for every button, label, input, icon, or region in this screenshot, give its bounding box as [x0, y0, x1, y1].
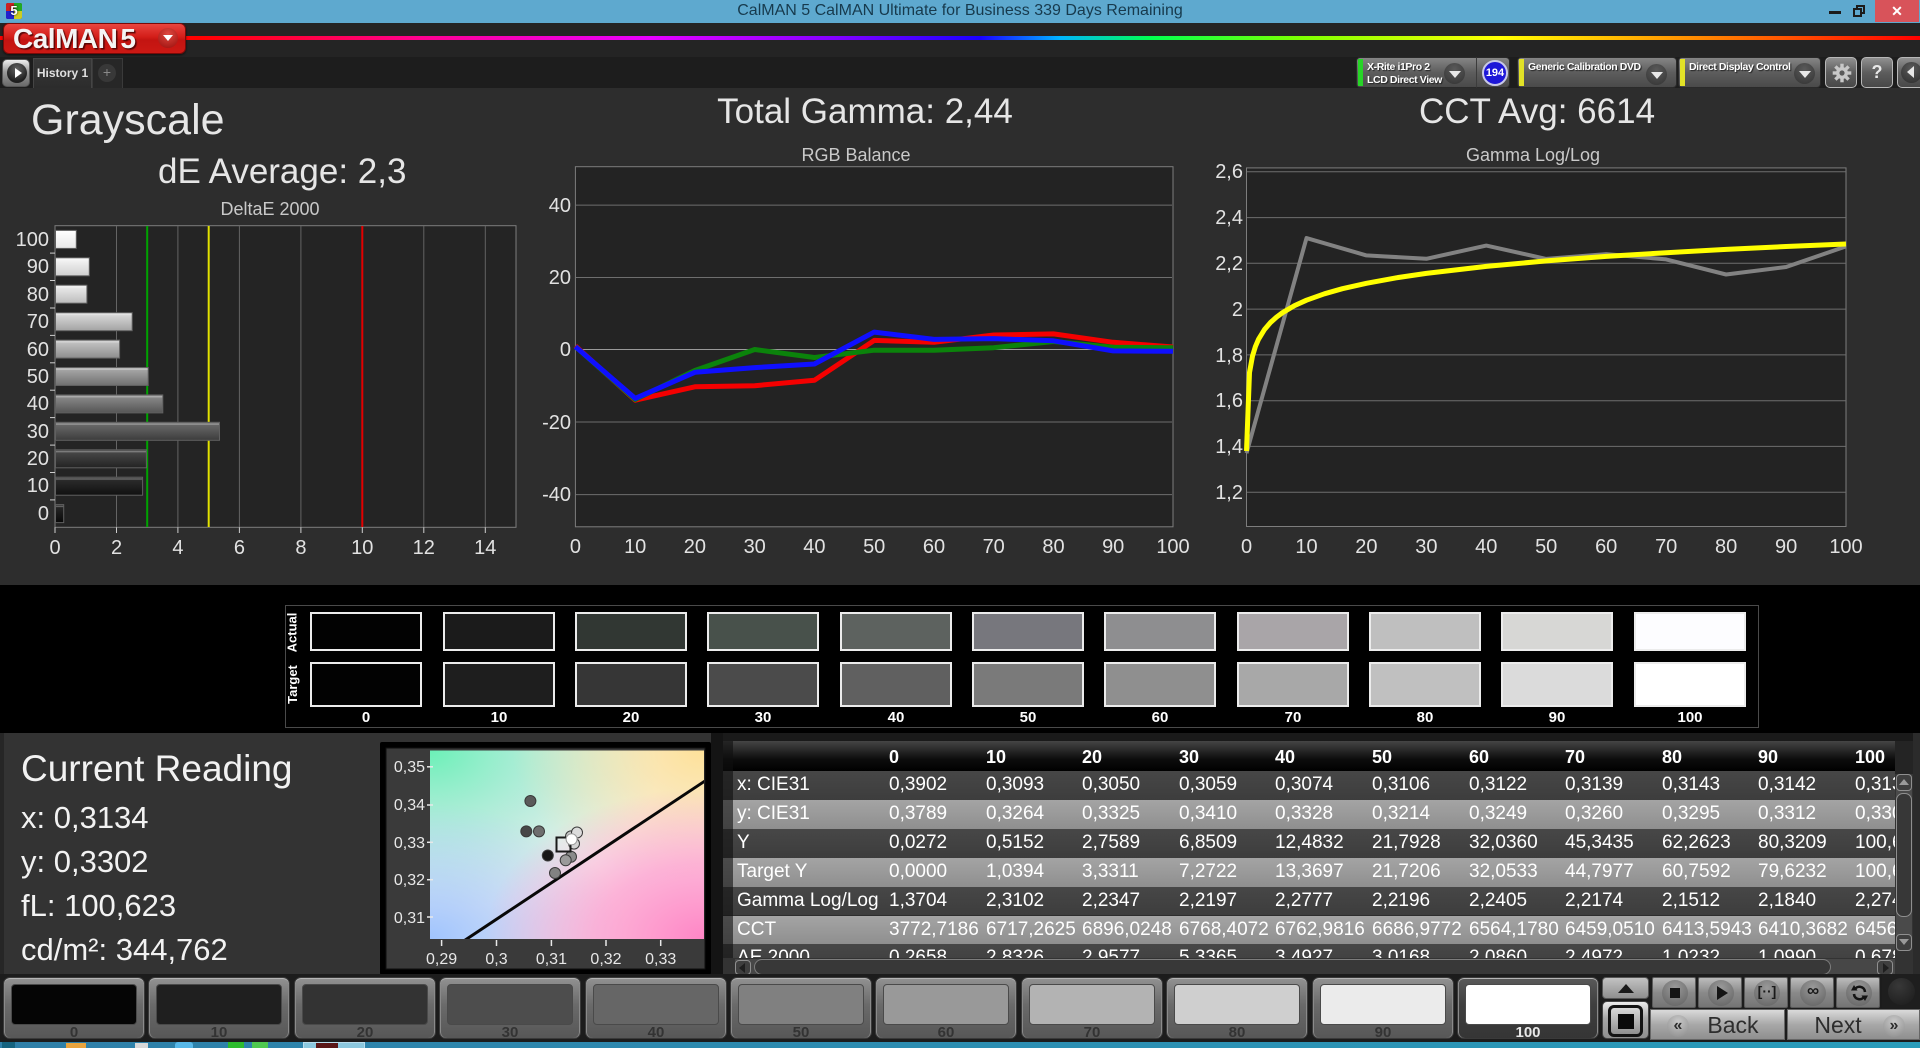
- svg-text:0,31: 0,31: [536, 951, 567, 968]
- svg-text:1,6: 1,6: [1215, 390, 1243, 412]
- svg-text:40: 40: [1475, 536, 1497, 558]
- svg-text:70: 70: [27, 311, 49, 333]
- svg-text:90: 90: [1102, 536, 1124, 558]
- svg-text:50: 50: [863, 536, 885, 558]
- svg-text:0,34: 0,34: [394, 797, 425, 814]
- svg-text:6: 6: [234, 537, 245, 559]
- svg-text:-20: -20: [542, 412, 571, 434]
- svg-text:0,35: 0,35: [394, 759, 425, 776]
- svg-text:12: 12: [413, 537, 435, 559]
- svg-text:100: 100: [16, 229, 49, 251]
- svg-text:0: 0: [38, 503, 49, 525]
- svg-text:2,6: 2,6: [1215, 161, 1243, 183]
- svg-text:90: 90: [27, 256, 49, 278]
- svg-text:50: 50: [1535, 536, 1557, 558]
- svg-text:30: 30: [27, 421, 49, 443]
- svg-text:20: 20: [549, 267, 571, 289]
- svg-text:100: 100: [1156, 536, 1189, 558]
- svg-text:10: 10: [351, 537, 373, 559]
- svg-text:40: 40: [27, 393, 49, 415]
- svg-text:60: 60: [27, 339, 49, 361]
- svg-text:1,4: 1,4: [1215, 436, 1243, 458]
- svg-text:90: 90: [1775, 536, 1797, 558]
- svg-text:80: 80: [1715, 536, 1737, 558]
- svg-text:0: 0: [570, 536, 581, 558]
- svg-text:60: 60: [923, 536, 945, 558]
- svg-text:-40: -40: [542, 484, 571, 506]
- svg-text:40: 40: [803, 536, 825, 558]
- svg-text:20: 20: [27, 448, 49, 470]
- svg-text:0,29: 0,29: [426, 951, 457, 968]
- svg-text:2: 2: [111, 537, 122, 559]
- svg-text:80: 80: [27, 284, 49, 306]
- svg-text:10: 10: [27, 475, 49, 497]
- svg-text:8: 8: [295, 537, 306, 559]
- svg-text:0,33: 0,33: [394, 835, 425, 852]
- svg-text:2,2: 2,2: [1215, 253, 1243, 275]
- svg-text:0: 0: [1241, 536, 1252, 558]
- svg-text:0,33: 0,33: [645, 951, 676, 968]
- svg-text:14: 14: [474, 537, 496, 559]
- svg-text:60: 60: [1595, 536, 1617, 558]
- svg-text:10: 10: [1295, 536, 1317, 558]
- svg-text:70: 70: [1655, 536, 1677, 558]
- svg-text:1,8: 1,8: [1215, 345, 1243, 367]
- svg-text:4: 4: [172, 537, 183, 559]
- svg-text:0,32: 0,32: [590, 951, 621, 968]
- svg-text:2,4: 2,4: [1215, 207, 1243, 229]
- svg-text:70: 70: [983, 536, 1005, 558]
- svg-text:40: 40: [549, 195, 571, 217]
- svg-text:0,3: 0,3: [485, 951, 507, 968]
- svg-text:1,2: 1,2: [1215, 482, 1243, 504]
- svg-text:0,32: 0,32: [394, 872, 425, 889]
- svg-text:20: 20: [1355, 536, 1377, 558]
- svg-text:100: 100: [1829, 536, 1862, 558]
- svg-text:10: 10: [624, 536, 646, 558]
- svg-text:20: 20: [684, 536, 706, 558]
- svg-text:80: 80: [1042, 536, 1064, 558]
- svg-text:50: 50: [27, 366, 49, 388]
- svg-text:2: 2: [1232, 299, 1243, 321]
- svg-text:0,31: 0,31: [394, 910, 425, 927]
- svg-text:30: 30: [1415, 536, 1437, 558]
- svg-text:30: 30: [744, 536, 766, 558]
- svg-text:0: 0: [560, 339, 571, 361]
- svg-text:0: 0: [49, 537, 60, 559]
